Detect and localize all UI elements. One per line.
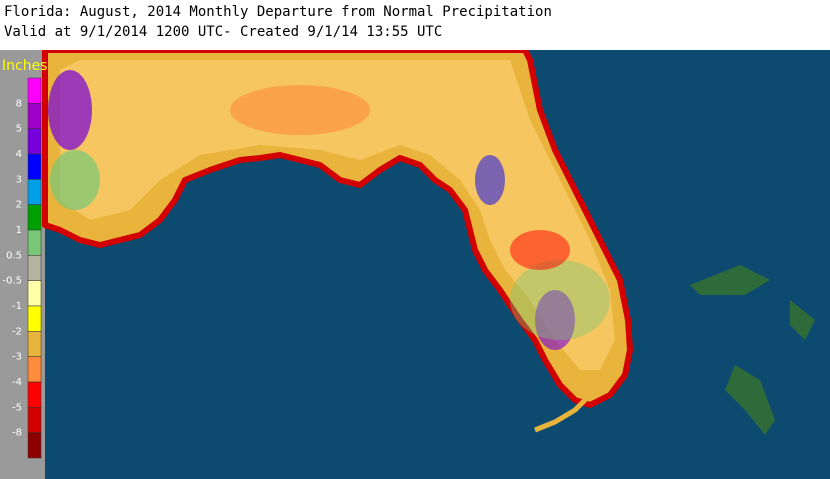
legend-label: 4 [16, 149, 22, 160]
dry-area [510, 230, 570, 270]
wet-area [50, 150, 100, 210]
legend-label: 8 [16, 98, 22, 109]
legend-swatch [27, 381, 42, 408]
legend-swatch [27, 77, 42, 104]
legend-label: 0.5 [6, 250, 22, 261]
legend-swatch [27, 128, 42, 155]
legend-label: -5 [12, 402, 22, 413]
wet-area [48, 70, 92, 150]
legend-swatch [27, 204, 42, 231]
legend-swatch [27, 432, 42, 459]
title: Florida: August, 2014 Monthly Departure … [4, 4, 552, 20]
legend-label: 5 [16, 124, 22, 135]
legend-swatch [27, 280, 42, 307]
wet-area [475, 155, 505, 205]
legend-title: Inches [2, 58, 47, 74]
legend-swatch [27, 331, 42, 357]
legend-swatch [27, 103, 42, 129]
wet-area [535, 290, 575, 350]
wet-area [510, 260, 610, 340]
legend-swatch [27, 229, 42, 256]
legend-swatch [27, 407, 42, 433]
legend-swatch [27, 305, 42, 332]
dry-area [230, 85, 370, 135]
legend-label: -8 [12, 428, 22, 439]
legend-label: -4 [12, 377, 22, 388]
legend-label: -3 [12, 352, 22, 363]
map: Inches 8 5 4 3 2 1 0.5 -0.5 -1 -2 -3 -4 -5 -8 [0, 50, 830, 479]
legend-swatch [27, 179, 42, 205]
legend-label: 3 [16, 174, 22, 185]
legend-label: -0.5 [2, 276, 22, 287]
land-interior [60, 60, 615, 370]
subtitle: Valid at 9/1/2014 1200 UTC- Created 9/1/… [4, 24, 443, 40]
bahamas [725, 365, 775, 435]
keys [534, 393, 592, 433]
bahamas [790, 300, 815, 340]
legend-label: 1 [16, 225, 22, 236]
legend-label: 2 [16, 200, 22, 211]
bahamas [690, 265, 770, 295]
legend-swatch [27, 255, 42, 281]
legend-swatch [27, 356, 42, 383]
legend-swatch [27, 153, 42, 180]
legend-label: -1 [12, 301, 22, 312]
legend-label: -2 [12, 326, 22, 337]
